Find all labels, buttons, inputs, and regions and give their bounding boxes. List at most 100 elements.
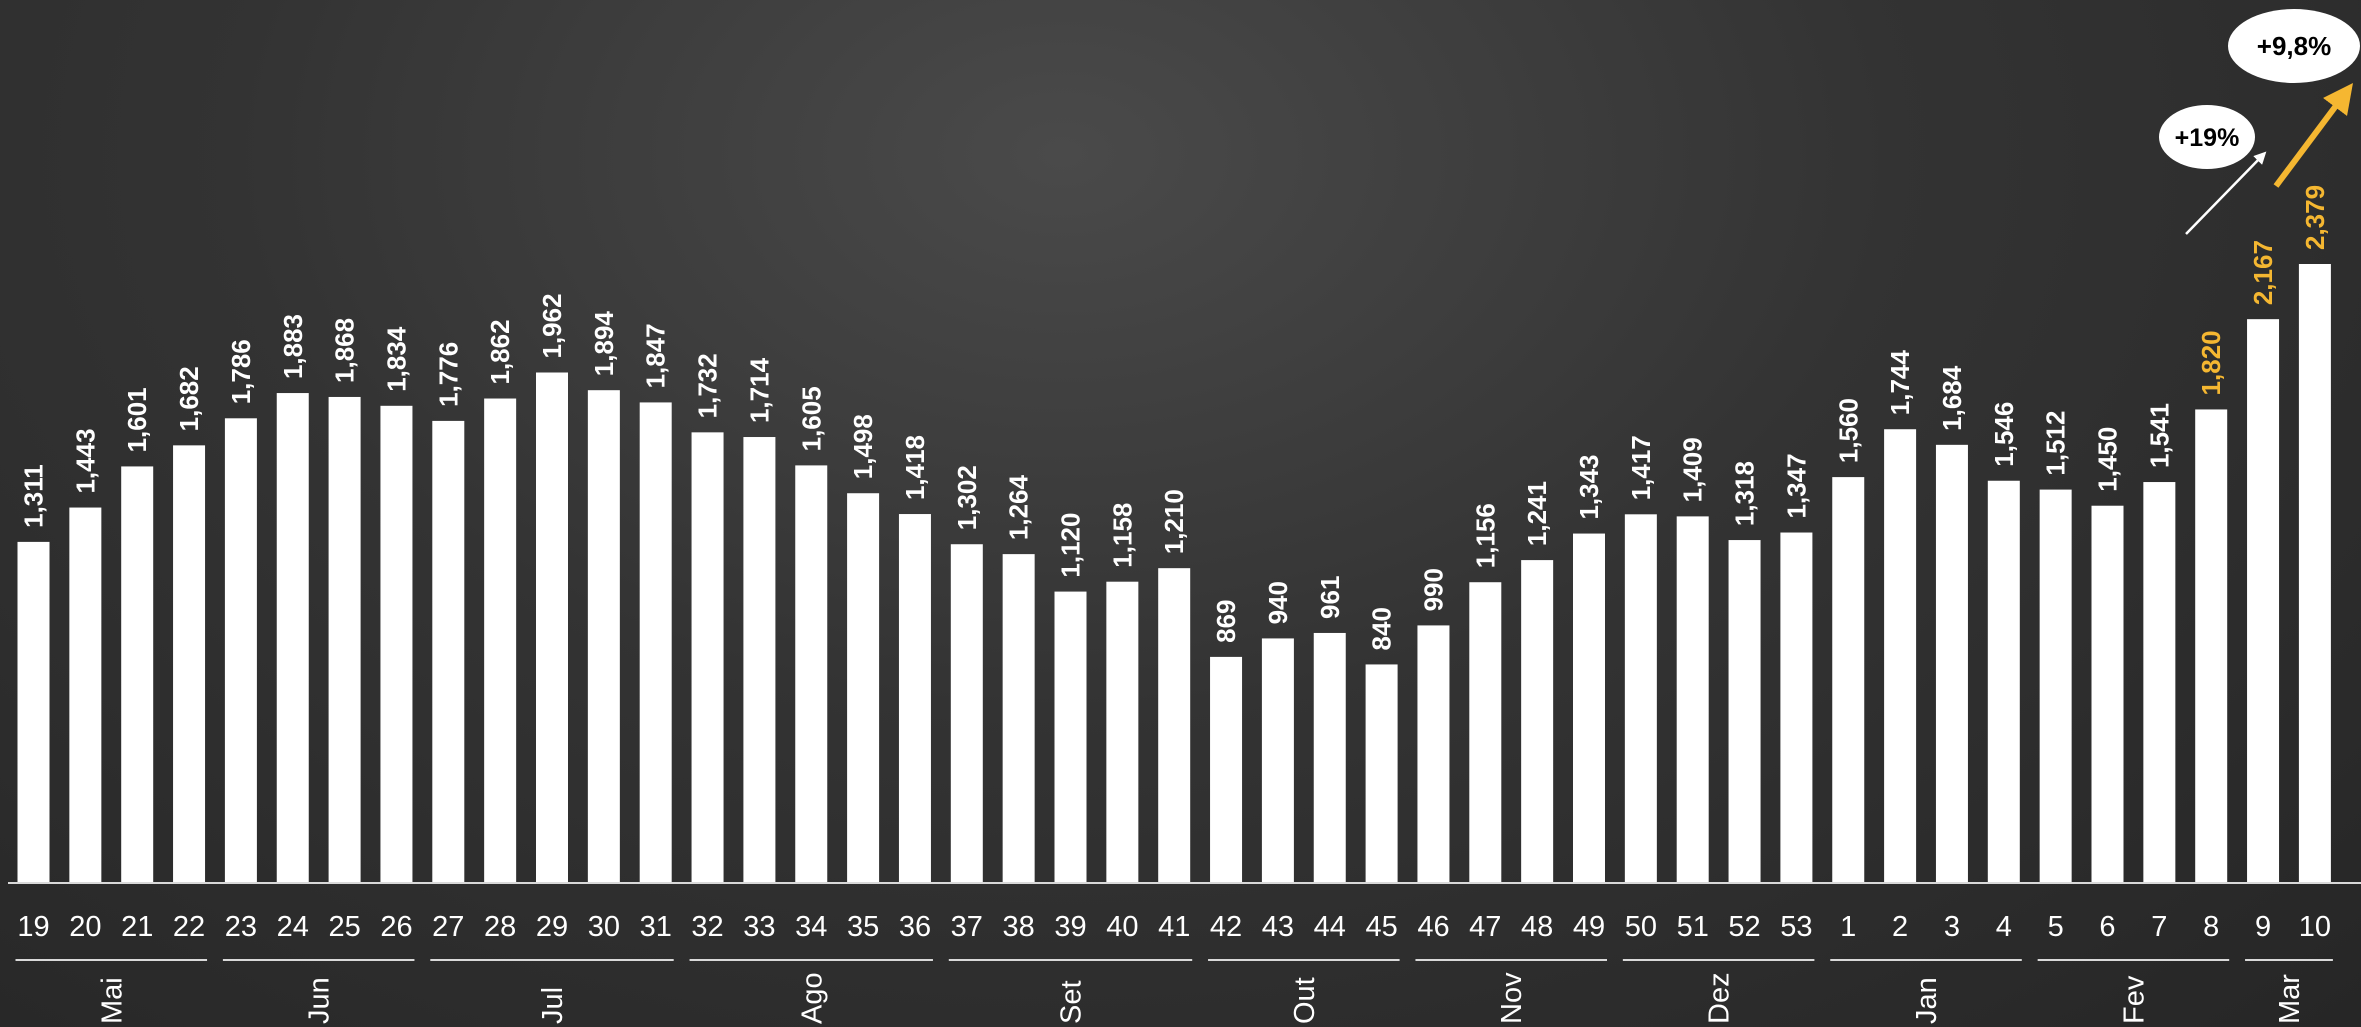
bar-24 — [277, 393, 309, 883]
bar-35 — [847, 493, 879, 883]
month-label: Nov — [1496, 972, 1528, 1024]
bar-45 — [1366, 664, 1398, 883]
bar-52 — [1729, 540, 1761, 883]
bar-53 — [1780, 533, 1812, 883]
value-label: 1,776 — [433, 342, 463, 407]
bar-38 — [1003, 554, 1035, 883]
month-label: Fev — [2118, 975, 2150, 1024]
month-label: Jan — [1911, 977, 1943, 1024]
tick-label: 20 — [69, 911, 101, 943]
tick-label: 48 — [1521, 911, 1553, 943]
value-label: 1,962 — [537, 293, 567, 358]
growth-arrow — [2276, 95, 2344, 186]
bar-34 — [795, 465, 827, 883]
value-label: 1,601 — [122, 387, 152, 452]
tick-label: 19 — [17, 911, 49, 943]
bar-29 — [536, 373, 568, 883]
tick-label: 45 — [1365, 911, 1397, 943]
tick-label: 47 — [1469, 911, 1501, 943]
value-label: 1,443 — [70, 428, 100, 493]
callout-label: +19% — [2175, 124, 2240, 152]
callout-label: +9,8% — [2257, 31, 2331, 61]
month-label: Mar — [2274, 974, 2306, 1024]
tick-label: 33 — [743, 911, 775, 943]
tick-label: 37 — [951, 911, 983, 943]
tick-label: 10 — [2299, 911, 2331, 943]
value-label: 869 — [1211, 600, 1241, 643]
tick-label: 35 — [847, 911, 879, 943]
bar-31 — [640, 402, 672, 883]
bar-3 — [1936, 445, 1968, 883]
value-label: 940 — [1263, 581, 1293, 624]
bar-37 — [951, 544, 983, 883]
bar-27 — [432, 421, 464, 883]
bar-43 — [1262, 638, 1294, 883]
bar-36 — [899, 514, 931, 883]
value-label: 1,883 — [278, 314, 308, 379]
month-label: Dez — [1704, 972, 1736, 1024]
tick-label: 7 — [2151, 911, 2167, 943]
bar-5 — [2040, 490, 2072, 883]
bar-4 — [1988, 481, 2020, 883]
bar-47 — [1469, 582, 1501, 883]
tick-label: 30 — [588, 911, 620, 943]
tick-label: 39 — [1054, 911, 1086, 943]
value-label: 1,546 — [1989, 402, 2019, 467]
tick-label: 8 — [2203, 911, 2219, 943]
bar-32 — [692, 432, 724, 883]
value-label: 1,744 — [1885, 350, 1915, 416]
bar-6 — [2092, 506, 2124, 883]
value-label: 990 — [1418, 568, 1448, 611]
tick-label: 53 — [1780, 911, 1812, 943]
value-label: 1,241 — [1522, 481, 1552, 546]
tick-label: 50 — [1625, 911, 1657, 943]
tick-label: 4 — [1996, 911, 2012, 943]
bar-1 — [1832, 477, 1864, 883]
value-label: 1,318 — [1730, 461, 1760, 526]
tick-label: 41 — [1158, 911, 1190, 943]
tick-label: 6 — [2099, 911, 2115, 943]
bar-26 — [380, 406, 412, 883]
month-label: Mai — [96, 977, 128, 1024]
value-label: 1,560 — [1833, 398, 1863, 463]
tick-label: 1 — [1840, 911, 1856, 943]
tick-label: 2 — [1892, 911, 1908, 943]
bar-23 — [225, 418, 257, 883]
value-label: 961 — [1315, 576, 1345, 619]
tick-label: 22 — [173, 911, 205, 943]
tick-label: 40 — [1106, 911, 1138, 943]
tick-label: 52 — [1728, 911, 1760, 943]
value-label: 1,512 — [2041, 411, 2071, 476]
value-label: 1,682 — [174, 366, 204, 431]
bar-9 — [2247, 319, 2279, 883]
bar-19 — [18, 542, 50, 883]
bar-22 — [173, 445, 205, 883]
value-label: 1,409 — [1678, 437, 1708, 502]
bar-7 — [2143, 482, 2175, 883]
tick-label: 25 — [328, 911, 360, 943]
month-groups: Mai Jun Jul Ago Set Out Nov Dez Jan Fev Mar — [16, 960, 2333, 1024]
value-label: 840 — [1367, 607, 1397, 650]
value-label: 1,894 — [589, 311, 619, 377]
tick-label: 42 — [1210, 911, 1242, 943]
value-label: 1,862 — [485, 319, 515, 384]
month-label: Ago — [796, 972, 828, 1024]
tick-label: 5 — [2048, 911, 2064, 943]
bar-46 — [1417, 625, 1449, 883]
value-label: 1,868 — [330, 318, 360, 383]
bar-30 — [588, 390, 620, 883]
bar-42 — [1210, 657, 1242, 883]
bar-41 — [1158, 568, 1190, 883]
value-label: 1,264 — [1004, 475, 1034, 541]
value-label: 1,311 — [19, 464, 49, 528]
tick-label: 28 — [484, 911, 516, 943]
bar-2 — [1884, 429, 1916, 883]
value-label: 1,834 — [381, 326, 411, 392]
value-label: 1,541 — [2144, 403, 2174, 468]
value-label: 2,167 — [2248, 240, 2278, 305]
bar-51 — [1677, 516, 1709, 883]
tick-label: 32 — [691, 911, 723, 943]
bar-49 — [1573, 534, 1605, 883]
tick-label: 23 — [225, 911, 257, 943]
tick-label: 29 — [536, 911, 568, 943]
